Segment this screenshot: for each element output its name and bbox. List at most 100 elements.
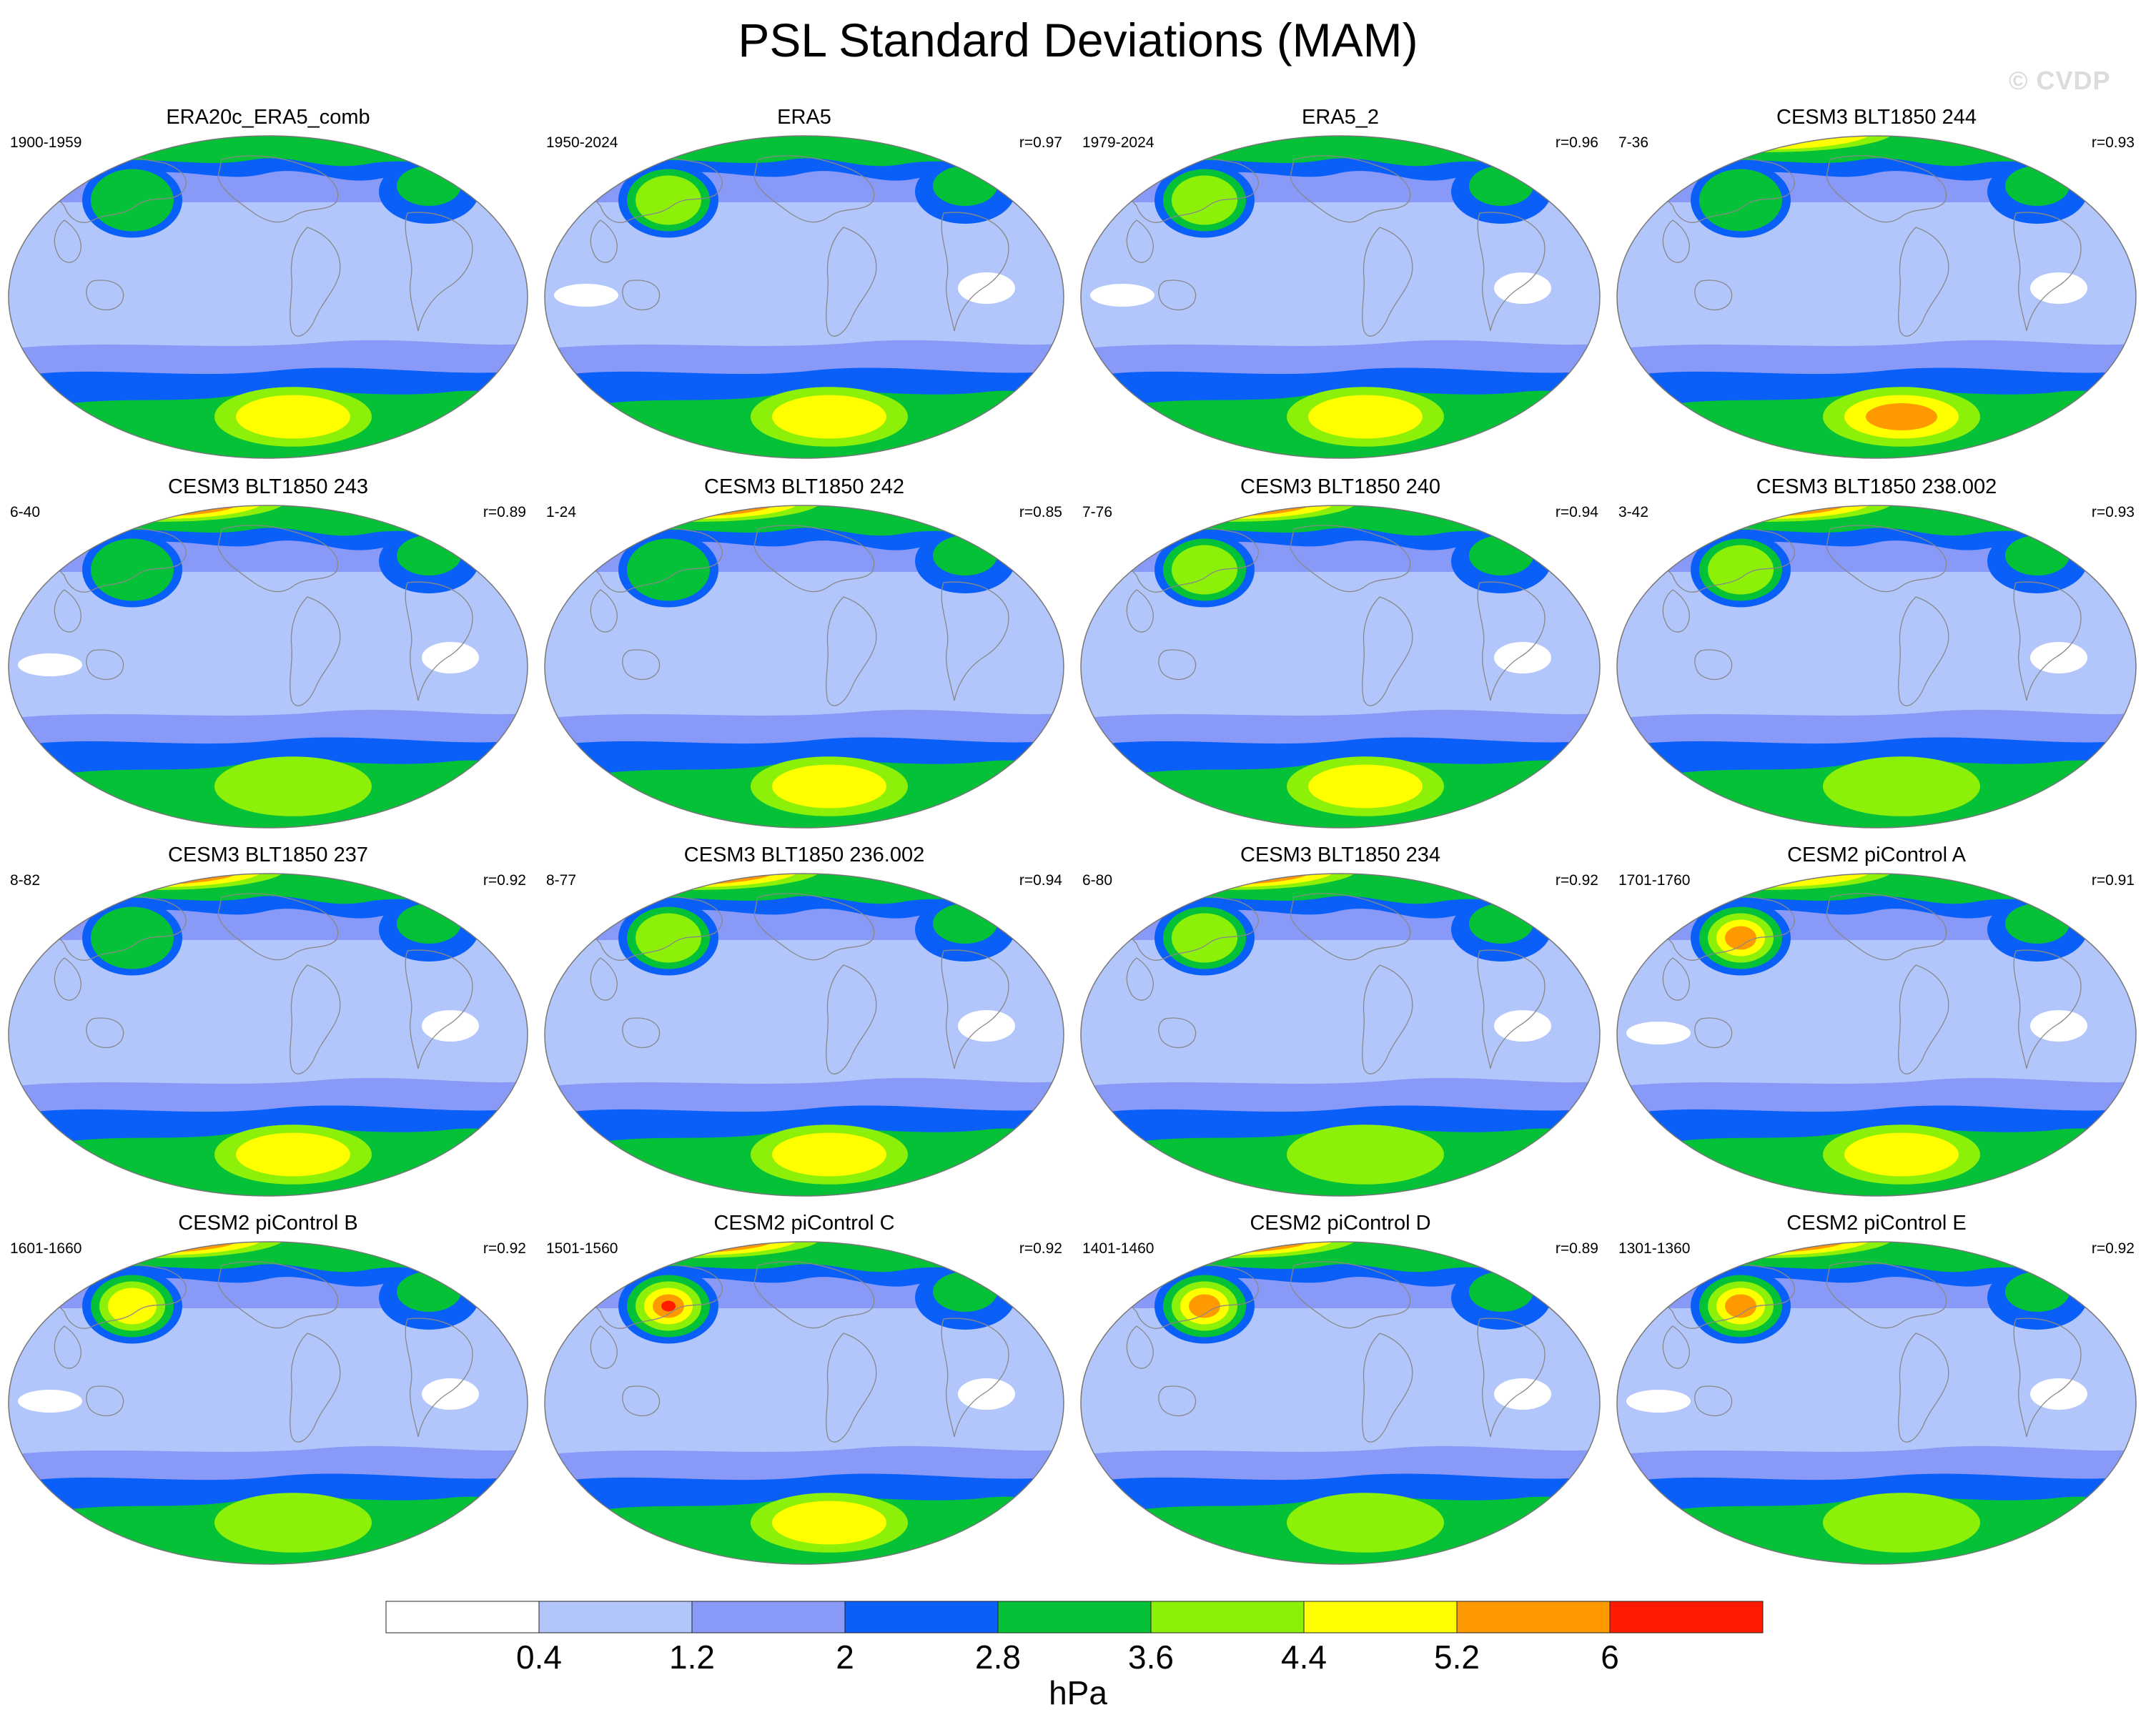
tropical-minimum	[554, 284, 618, 307]
continent-outline	[1898, 1333, 1949, 1443]
map-panel: CESM3 BLT1850 240 7-76 r=0.94	[1072, 475, 1608, 833]
continent-outline	[217, 893, 339, 961]
map-border	[8, 873, 528, 1197]
continent-outline	[478, 531, 523, 573]
continent-outline	[753, 1261, 875, 1329]
tropical-minimum	[1494, 1010, 1551, 1042]
panel-years: 1501-1560	[546, 1240, 618, 1257]
continent-outline	[217, 1261, 339, 1329]
continent-outline	[478, 899, 523, 941]
southern-peak-level	[1844, 1132, 1959, 1177]
panel-years: 3-42	[1618, 504, 1649, 520]
panel-years: 6-40	[10, 504, 41, 520]
continent-outline	[86, 280, 124, 311]
tropical-minimum	[2030, 1010, 2087, 1042]
map-canvas	[544, 505, 1064, 829]
continent-outline	[54, 1325, 81, 1369]
panel-correlation: r=0.97	[1019, 134, 1062, 151]
panel-title: CESM2 piControl D	[1250, 1212, 1431, 1235]
panel-title: CESM3 BLT1850 236.002	[683, 844, 925, 866]
colorbar-swatch	[385, 1601, 540, 1633]
continent-outline	[1477, 212, 1546, 332]
continent-outline	[1158, 280, 1197, 311]
pacific-low-level	[91, 538, 174, 601]
continent-outline	[2086, 531, 2131, 573]
continent-outline	[1656, 893, 1796, 961]
map-canvas	[1080, 505, 1601, 829]
continent-outline	[583, 1261, 723, 1329]
continent-outline	[1126, 219, 1154, 263]
colorbar-tick-label: 6	[1601, 1638, 1619, 1676]
pacific-low-level	[1172, 913, 1237, 963]
panel-title: ERA20c_ERA5_comb	[166, 106, 370, 129]
continent-outline	[405, 212, 473, 332]
panel-correlation: r=0.91	[2091, 872, 2135, 889]
continent-outline	[2086, 1267, 2131, 1310]
continent-outline	[1898, 227, 1949, 337]
continent-outline	[1290, 893, 1411, 961]
panel-years: 1-24	[546, 504, 577, 520]
map-border	[1080, 1241, 1601, 1565]
map-border	[544, 135, 1064, 459]
continent-outline	[290, 227, 341, 337]
atlantic-low-inner	[1469, 166, 1533, 206]
continent-outline	[54, 957, 81, 1001]
panel-correlation: r=0.92	[483, 1240, 526, 1257]
continent-outline	[1290, 155, 1411, 223]
map-panel: CESM2 piControl B 1601-1660 r=0.92	[0, 1212, 536, 1569]
southern-peak-level	[772, 1501, 886, 1545]
continent-outline	[86, 649, 124, 681]
tropical-minimum	[422, 642, 479, 673]
colorbar-tick-label: 0.4	[516, 1638, 562, 1676]
pacific-low-level	[636, 913, 701, 963]
panel-title: CESM3 BLT1850 244	[1776, 106, 1977, 129]
continent-outline	[2013, 212, 2082, 332]
panel-years: 1401-1460	[1082, 1240, 1154, 1257]
continent-outline	[1158, 1017, 1197, 1049]
pacific-low-level	[1172, 175, 1237, 225]
continent-outline	[217, 525, 339, 593]
panel-title: ERA5	[777, 106, 831, 129]
continent-outline	[941, 1318, 1009, 1438]
map-panel: CESM3 BLT1850 243 6-40 r=0.89	[0, 475, 536, 833]
pacific-low-level	[636, 175, 701, 225]
colorbar-swatch	[691, 1601, 846, 1633]
southern-peak-level	[772, 395, 886, 439]
map-canvas	[1080, 135, 1601, 459]
continent-outline	[54, 219, 81, 263]
panel-correlation: r=0.93	[2091, 504, 2135, 520]
map-panel: CESM3 BLT1850 234 6-80 r=0.92	[1072, 844, 1608, 1201]
continent-outline	[590, 1325, 618, 1369]
continent-outline	[2013, 581, 2082, 701]
map-border	[1616, 135, 2137, 459]
continent-outline	[1662, 957, 1690, 1001]
southern-peak-level	[772, 764, 886, 809]
map-canvas	[1616, 135, 2137, 459]
map-canvas	[1616, 873, 2137, 1197]
continent-outline	[1126, 1325, 1154, 1369]
atlantic-low-inner	[1469, 1272, 1533, 1312]
map-border	[1080, 135, 1601, 459]
map-border	[8, 1241, 528, 1565]
tropical-minimum	[18, 653, 82, 676]
continent-outline	[1662, 1325, 1690, 1369]
southern-peak-level	[236, 395, 350, 439]
atlantic-low-inner	[933, 166, 997, 206]
panel-title: CESM3 BLT1850 240	[1240, 475, 1440, 498]
colorbar: 0.4 1.2 2 2.8 3.6 4.4 5.2 6 hPa	[385, 1601, 1764, 1711]
colorbar-tick-label: 3.6	[1128, 1638, 1174, 1676]
continent-outline	[478, 1267, 523, 1310]
pacific-low-level	[1189, 1294, 1220, 1318]
tropical-minimum	[1626, 1022, 1691, 1044]
continent-outline	[1656, 1261, 1796, 1329]
continent-outline	[54, 589, 81, 633]
pacific-low-level	[1725, 1294, 1756, 1318]
continent-outline	[86, 1385, 124, 1417]
colorbar-swatch	[997, 1601, 1152, 1633]
panel-years: 7-36	[1618, 134, 1649, 151]
colorbar-unit: hPa	[1049, 1674, 1107, 1711]
colorbar-swatch	[538, 1601, 693, 1633]
southern-peak-level	[1308, 395, 1423, 439]
continent-outline	[1158, 1385, 1197, 1417]
map-canvas	[544, 1241, 1064, 1565]
